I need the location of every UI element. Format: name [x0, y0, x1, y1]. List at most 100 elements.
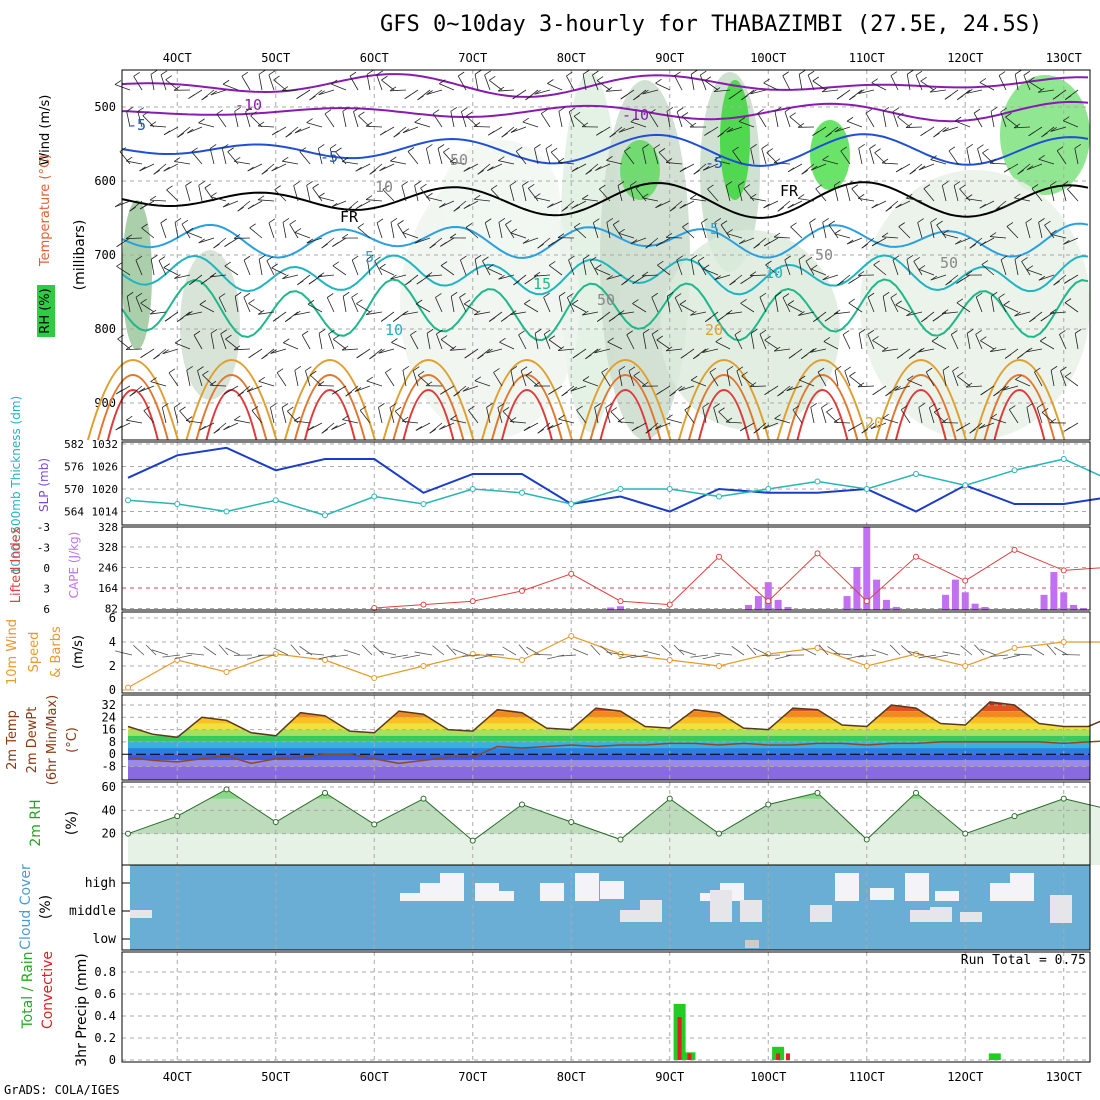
wind-barb [410, 334, 419, 350]
high-cloud-bar [1010, 873, 1034, 901]
wind-barb-flag [276, 368, 284, 374]
wind-barb [714, 274, 731, 280]
surface-wind-barb [900, 645, 913, 656]
wind-barb [166, 189, 179, 202]
precip-frame [121, 951, 1091, 1063]
wind-barb-flag [453, 391, 460, 397]
wind-barb-flag [417, 370, 425, 376]
wind-barb-flag [547, 424, 554, 430]
wind-barb-flag [690, 310, 697, 316]
wind-barb-flag [1025, 218, 1033, 223]
wind-barb-flag [679, 203, 686, 209]
wind-barb [792, 409, 803, 424]
cape-bar [617, 606, 624, 610]
wind-barb-flag [318, 144, 325, 149]
wind-barb [736, 370, 743, 387]
wind-barb-flag [645, 243, 652, 249]
surface-wind-barb [871, 649, 889, 656]
wind-barb-flag [849, 371, 856, 377]
wind-barb [568, 111, 575, 128]
wind-barb-flag [271, 166, 278, 172]
wind-barb [223, 200, 239, 208]
high-cloud-bar [835, 873, 859, 901]
wind-barb [822, 89, 839, 93]
wind-barb [318, 196, 335, 202]
wind-barb [499, 341, 515, 350]
wind-barb-flag [596, 76, 604, 81]
wind-barb [282, 274, 299, 280]
cape-bar [1040, 594, 1048, 610]
wind-barb [174, 222, 179, 239]
wind-barb [975, 296, 983, 313]
wind-barb-flag [782, 71, 789, 77]
wind-barb-flag [274, 185, 281, 190]
wind-barb-flag [900, 405, 908, 411]
high-cloud-bar [420, 883, 444, 901]
wind-barb [366, 311, 383, 315]
precip-tick-label: 0.8 [94, 965, 116, 979]
wind-barb-flag [929, 87, 937, 93]
wind-barb-flag [618, 127, 626, 133]
wind-barb-flag [704, 131, 711, 136]
wind-barb-flag [674, 71, 681, 77]
wind-barb-flag [807, 70, 815, 76]
wind-barb-flag [414, 238, 422, 244]
wind-barb [221, 148, 227, 165]
cape-bar [942, 594, 950, 610]
wind-barb-flag [703, 165, 710, 171]
wind-barb [282, 160, 299, 165]
cape-frame [121, 526, 1091, 611]
wind-barb-flag [573, 111, 581, 117]
wind-barb-flag [581, 194, 589, 200]
surface-wind-barb [858, 654, 877, 658]
wind-barb-flag [713, 403, 720, 408]
contour-label: 10 [765, 264, 783, 282]
temp-axis-label: (°C) [65, 727, 80, 753]
wind-barb-flag [487, 264, 494, 269]
wind-barb-flag [426, 328, 434, 334]
wind-barb-flag [392, 317, 400, 322]
wind-barb-flag [680, 353, 688, 359]
middle-cloud-bar [620, 910, 642, 922]
low-level-isotherm [983, 374, 1056, 441]
wind-barb-flag [413, 366, 420, 372]
wind-barb-flag [193, 330, 201, 336]
wind-barb-flag [750, 328, 758, 334]
wind-barb [258, 74, 263, 91]
wind-barb [305, 370, 311, 387]
wind-barb [241, 76, 251, 91]
wind-barb-flag [218, 293, 226, 298]
wind-barb-flag [129, 206, 136, 212]
wind-barb [810, 268, 827, 276]
wind-barb [299, 151, 311, 165]
wind-barb-flag [426, 90, 433, 95]
wind-barb [674, 75, 683, 91]
wind-barb-flag [500, 317, 508, 322]
wind-barb [957, 376, 971, 387]
wind-barb-flag [885, 206, 892, 212]
wind-barb [666, 296, 671, 313]
wind-barb-flag [379, 166, 386, 172]
wind-barb [743, 188, 755, 202]
wind-barb [329, 148, 335, 165]
wind-barb-flag [717, 132, 724, 138]
wind-barb-flag [466, 111, 473, 117]
wind-barb-flag [920, 76, 927, 82]
wind-barb [894, 385, 911, 391]
wind-barb [402, 232, 419, 239]
wind-barb-flag [821, 403, 828, 408]
wind-barb-flag [1060, 366, 1067, 372]
rh-line-marker [913, 789, 919, 796]
wind-barb-flag [359, 406, 367, 411]
wind-barb-flag [595, 166, 602, 171]
wind-barb [628, 370, 635, 387]
wind-barb [905, 126, 923, 128]
wind-barb-flag [393, 132, 400, 138]
wind-barb-flag [213, 428, 220, 434]
wind-barb [437, 148, 443, 165]
wind-barb [137, 111, 143, 128]
wind-barb [351, 297, 359, 313]
wind-barb-flag [401, 416, 409, 422]
wind-barb [143, 410, 155, 424]
low-level-isotherm [392, 374, 465, 441]
